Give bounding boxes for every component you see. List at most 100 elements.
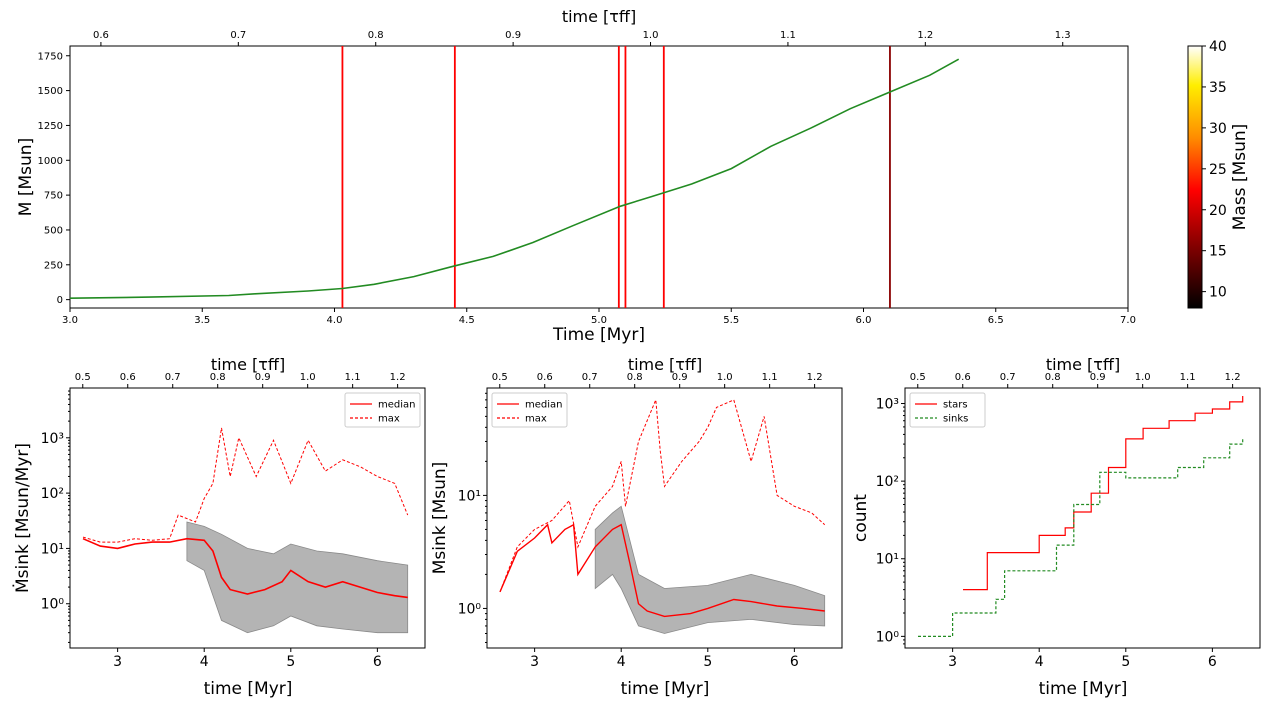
msink-plot-area bbox=[499, 399, 826, 634]
top-axes: 3.0 3.5 4.0 4.5 5.0 5.5 6.0 6.5 7.0 0 250 500 750 100… bbox=[38, 30, 1136, 326]
count-plot-area bbox=[918, 396, 1244, 637]
colorbar-tick-label: 10 bbox=[1209, 285, 1227, 301]
count-top-tick-label: 0.9 bbox=[1090, 372, 1106, 383]
msink-x-tick-label: 6 bbox=[790, 654, 799, 670]
msink-secondary-xlabel: time [τff] bbox=[628, 355, 702, 374]
mdot-axes: 3 4 5 6 10⁰ 10¹ 10² 10³ 0.5 0.6 0.7 0.8 0.9 1.0 1.1 1.2 bbox=[41, 372, 406, 670]
mdot-y-tick-label: 10¹ bbox=[41, 541, 64, 557]
count-legend-box bbox=[909, 392, 986, 428]
msink-legend: median max bbox=[491, 392, 568, 428]
mdot-xlabel: time [Myr] bbox=[204, 679, 293, 699]
count-axes: 3 4 5 6 10⁰ 10¹ 10² 10³ 0.5 0.6 0.7 0.8 0.9 1.0 1.1 1.2 bbox=[876, 372, 1241, 670]
mass-curve bbox=[70, 58, 960, 299]
msink-top-tick-label: 1.0 bbox=[717, 372, 733, 383]
top-top-tick-label: 1.3 bbox=[1055, 30, 1071, 41]
msink-top-tick-label: 0.5 bbox=[492, 372, 508, 383]
count-y-tick-label: 10¹ bbox=[876, 552, 899, 568]
top-panel-frame bbox=[69, 45, 1129, 309]
msink-max-line bbox=[499, 399, 826, 593]
count-x-tick-label: 6 bbox=[1208, 654, 1217, 670]
mdot-median-line bbox=[82, 537, 408, 599]
count-y-tick-label: 10³ bbox=[876, 397, 899, 413]
msink-legend-label: median bbox=[525, 400, 563, 411]
count-x-tick-label: 5 bbox=[1121, 654, 1130, 670]
top-top-tick-label: 1.1 bbox=[780, 30, 796, 41]
colorbar-tick-label: 30 bbox=[1209, 121, 1227, 137]
top-y-tick-label: 250 bbox=[44, 260, 63, 271]
colorbar: 10 15 20 25 30 35 40 Mass [Msun] bbox=[1187, 39, 1250, 309]
top-ylabel: M [Msun] bbox=[16, 138, 36, 216]
count-legend-label: sinks bbox=[943, 414, 968, 425]
msink-top-tick-label: 0.9 bbox=[672, 372, 688, 383]
count-top-tick-label: 0.6 bbox=[955, 372, 971, 383]
count-stars-line bbox=[963, 396, 1244, 591]
top-top-tick-label: 1.2 bbox=[917, 30, 933, 41]
mdot-plot-area bbox=[82, 427, 409, 634]
msink-top-tick-label: 1.2 bbox=[807, 372, 823, 383]
count-top-tick-label: 1.1 bbox=[1180, 372, 1196, 383]
count-sinks-line bbox=[918, 438, 1244, 637]
top-x-tick-label: 5.0 bbox=[591, 315, 607, 326]
count-top-tick-label: 1.0 bbox=[1135, 372, 1151, 383]
top-x-tick-label: 7.0 bbox=[1120, 315, 1136, 326]
count-panel: 3 4 5 6 10⁰ 10¹ 10² 10³ 0.5 0.6 0.7 0.8 0.9 1.0 1.1 1.2… bbox=[851, 355, 1261, 699]
colorbar-tick-label: 20 bbox=[1209, 203, 1227, 219]
mdot-x-tick-label: 3 bbox=[113, 654, 122, 670]
top-x-tick-label: 4.0 bbox=[327, 315, 343, 326]
mdot-top-tick-label: 0.5 bbox=[75, 372, 91, 383]
top-top-tick-label: 0.7 bbox=[230, 30, 246, 41]
count-secondary-xlabel: time [τff] bbox=[1046, 355, 1120, 374]
mdot-top-tick-label: 1.2 bbox=[390, 372, 406, 383]
count-legend: stars sinks bbox=[909, 392, 986, 428]
mdot-top-tick-label: 1.1 bbox=[345, 372, 361, 383]
top-top-tick-label: 0.9 bbox=[505, 30, 521, 41]
top-y-tick-label: 0 bbox=[57, 295, 63, 306]
top-x-tick-label: 4.5 bbox=[459, 315, 475, 326]
top-xlabel: Time [Myr] bbox=[552, 325, 645, 345]
top-y-tick-label: 750 bbox=[44, 191, 63, 202]
top-y-tick-label: 500 bbox=[44, 225, 63, 236]
colorbar-ticks: 10 15 20 25 30 35 40 bbox=[1202, 39, 1227, 301]
mdot-x-tick-label: 5 bbox=[286, 654, 295, 670]
colorbar-tick-label: 15 bbox=[1209, 244, 1227, 260]
mdot-legend: median max bbox=[344, 392, 421, 428]
count-top-tick-label: 0.5 bbox=[910, 372, 926, 383]
top-top-tick-label: 0.8 bbox=[368, 30, 384, 41]
mdot-top-tick-label: 0.7 bbox=[165, 372, 181, 383]
msink-y-tick-label: 10¹ bbox=[458, 488, 481, 504]
mdot-iqr-band bbox=[186, 521, 409, 634]
top-x-tick-label: 6.5 bbox=[988, 315, 1004, 326]
top-y-tick-label: 1000 bbox=[38, 156, 63, 167]
mdot-legend-box bbox=[344, 392, 421, 428]
msink-median-line bbox=[499, 523, 825, 618]
mdot-ylabel: Ṁsink [Msun/Myr] bbox=[12, 443, 33, 593]
count-top-tick-label: 0.7 bbox=[1000, 372, 1016, 383]
mdot-secondary-xlabel: time [τff] bbox=[211, 355, 285, 374]
colorbar-tick-label: 40 bbox=[1209, 39, 1227, 55]
colorbar-tick-label: 25 bbox=[1209, 162, 1227, 178]
count-legend-label: stars bbox=[943, 400, 968, 411]
msink-x-tick-label: 3 bbox=[530, 654, 539, 670]
sink-formation-lines bbox=[341, 46, 891, 308]
msink-top-tick-label: 0.6 bbox=[537, 372, 553, 383]
count-x-tick-label: 3 bbox=[948, 654, 957, 670]
top-x-tick-label: 3.5 bbox=[194, 315, 210, 326]
mdot-panel-frame bbox=[69, 387, 426, 649]
mdot-x-tick-label: 4 bbox=[200, 654, 209, 670]
msink-legend-label: max bbox=[525, 414, 547, 425]
mdot-top-tick-label: 0.8 bbox=[210, 372, 226, 383]
top-x-tick-label: 3.0 bbox=[62, 315, 78, 326]
mdot-top-tick-label: 0.6 bbox=[120, 372, 136, 383]
top-x-tick-label: 6.0 bbox=[856, 315, 872, 326]
mdot-top-tick-label: 1.0 bbox=[300, 372, 316, 383]
count-top-tick-label: 0.8 bbox=[1045, 372, 1061, 383]
top-panel: 3.0 3.5 4.0 4.5 5.0 5.5 6.0 6.5 7.0 0 250 500 750 100… bbox=[16, 7, 1136, 345]
top-plot-area bbox=[70, 58, 960, 299]
msink-x-tick-label: 4 bbox=[617, 654, 626, 670]
msink-axes: 3 4 5 6 10⁰ 10¹ 0.5 0.6 0.7 0.8 0.9 1.0 1.1 1.2 bbox=[458, 372, 823, 670]
top-top-tick-label: 1.0 bbox=[643, 30, 659, 41]
top-y-tick-label: 1250 bbox=[38, 121, 63, 132]
mdot-y-tick-label: 10⁰ bbox=[41, 597, 65, 613]
count-y-tick-label: 10⁰ bbox=[876, 629, 900, 645]
